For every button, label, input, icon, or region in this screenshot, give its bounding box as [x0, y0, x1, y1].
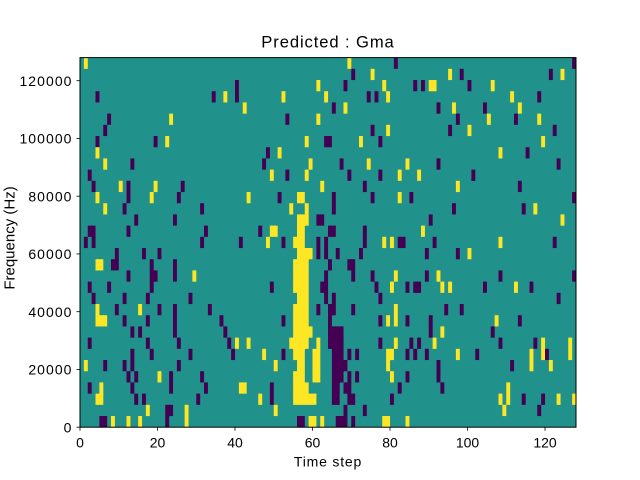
- svg-text:20: 20: [150, 435, 166, 451]
- svg-text:40000: 40000: [28, 304, 72, 320]
- svg-text:Frequency (Hz): Frequency (Hz): [2, 186, 19, 289]
- svg-text:Predicted : Gma: Predicted : Gma: [261, 33, 394, 52]
- svg-text:0: 0: [64, 419, 73, 435]
- svg-text:100: 100: [456, 435, 480, 451]
- svg-text:100000: 100000: [19, 131, 72, 147]
- svg-text:60000: 60000: [28, 246, 72, 262]
- svg-text:120000: 120000: [19, 73, 72, 89]
- svg-text:Time step: Time step: [294, 454, 362, 470]
- svg-text:20000: 20000: [28, 362, 72, 378]
- svg-text:120: 120: [533, 435, 557, 451]
- svg-text:80: 80: [382, 435, 398, 451]
- svg-text:0: 0: [76, 435, 84, 451]
- svg-text:40: 40: [227, 435, 243, 451]
- svg-text:60: 60: [305, 435, 321, 451]
- svg-text:80000: 80000: [28, 188, 72, 204]
